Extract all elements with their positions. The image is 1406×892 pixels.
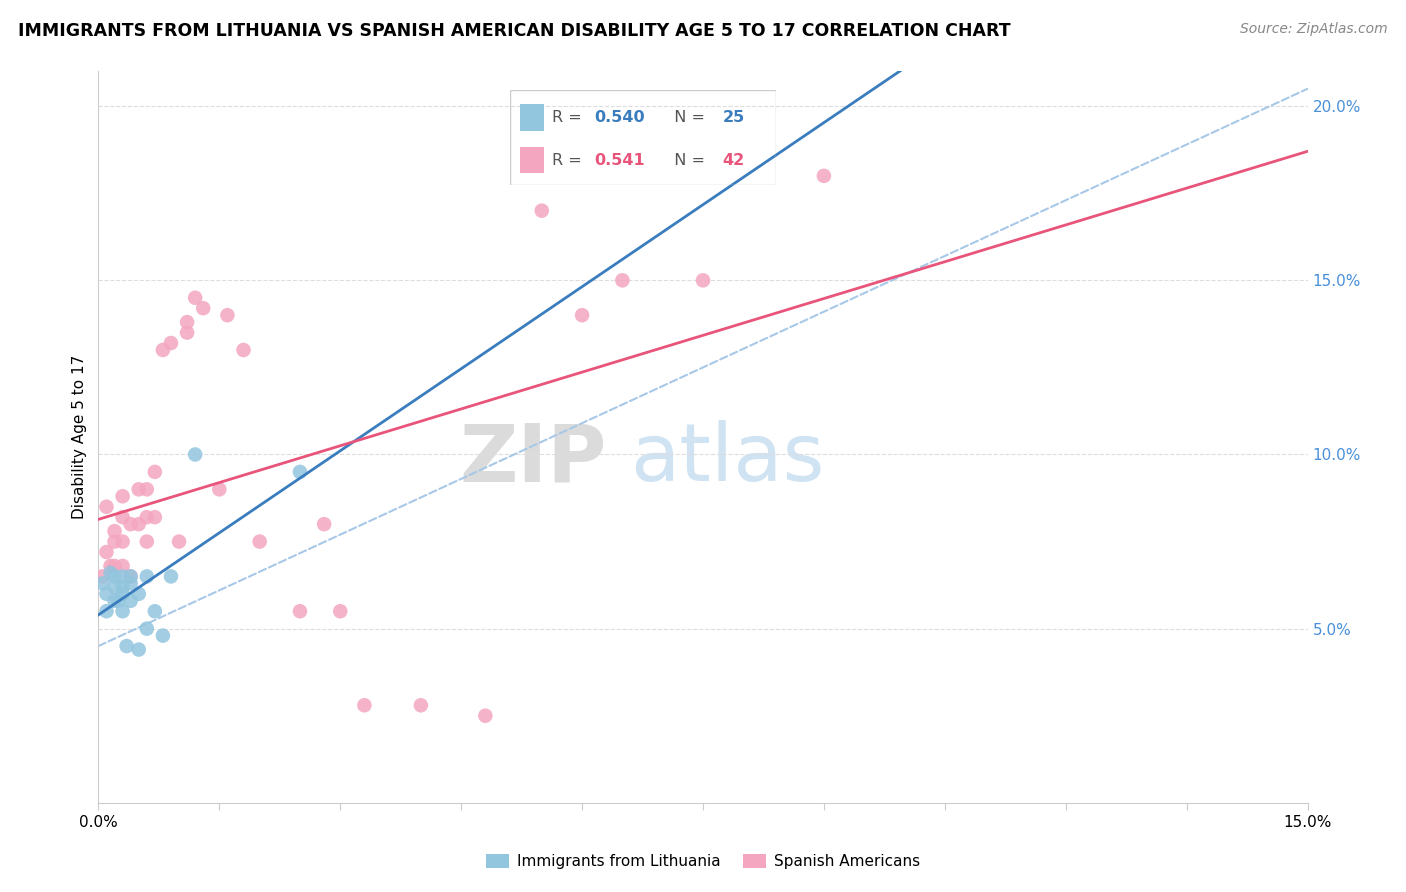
- Legend: Immigrants from Lithuania, Spanish Americans: Immigrants from Lithuania, Spanish Ameri…: [479, 848, 927, 875]
- Point: [474, 708, 496, 723]
- Point: [96, 587, 118, 601]
- Text: ZIP: ZIP: [458, 420, 606, 498]
- Point: [120, 576, 142, 591]
- Point: [96, 604, 118, 618]
- Point: [100, 558, 122, 573]
- Point: [184, 291, 207, 305]
- Point: [91, 576, 114, 591]
- Point: [135, 569, 157, 583]
- Point: [143, 604, 166, 618]
- Point: [135, 622, 157, 636]
- Point: [152, 343, 174, 357]
- Point: [143, 465, 166, 479]
- Point: [143, 510, 166, 524]
- Point: [96, 500, 118, 514]
- Point: [111, 569, 134, 583]
- Point: [128, 642, 150, 657]
- Point: [111, 580, 134, 594]
- Point: [314, 517, 336, 532]
- Point: [193, 301, 215, 316]
- Point: [103, 534, 125, 549]
- Point: [208, 483, 231, 497]
- Text: Source: ZipAtlas.com: Source: ZipAtlas.com: [1240, 22, 1388, 37]
- Point: [103, 558, 125, 573]
- Point: [120, 517, 142, 532]
- Point: [103, 594, 125, 608]
- Point: [813, 169, 835, 183]
- Point: [135, 483, 157, 497]
- Point: [692, 273, 714, 287]
- Point: [120, 569, 142, 583]
- Point: [612, 273, 634, 287]
- Point: [128, 517, 150, 532]
- Point: [353, 698, 375, 713]
- Point: [111, 489, 134, 503]
- Point: [96, 545, 118, 559]
- Point: [128, 587, 150, 601]
- Point: [103, 524, 125, 538]
- Point: [288, 465, 311, 479]
- Point: [111, 534, 134, 549]
- Point: [103, 580, 125, 594]
- Point: [107, 594, 129, 608]
- Point: [176, 326, 198, 340]
- Point: [530, 203, 553, 218]
- Point: [288, 604, 311, 618]
- Point: [128, 483, 150, 497]
- Point: [135, 534, 157, 549]
- Point: [329, 604, 352, 618]
- Point: [176, 315, 198, 329]
- Point: [217, 308, 239, 322]
- Point: [160, 569, 183, 583]
- Point: [111, 558, 134, 573]
- Point: [135, 510, 157, 524]
- Point: [184, 448, 207, 462]
- Point: [152, 629, 174, 643]
- Point: [103, 569, 125, 583]
- Point: [409, 698, 432, 713]
- Point: [571, 308, 593, 322]
- Text: IMMIGRANTS FROM LITHUANIA VS SPANISH AMERICAN DISABILITY AGE 5 TO 17 CORRELATION: IMMIGRANTS FROM LITHUANIA VS SPANISH AME…: [18, 22, 1011, 40]
- Point: [232, 343, 254, 357]
- Point: [111, 604, 134, 618]
- Point: [160, 336, 183, 351]
- Point: [100, 566, 122, 580]
- Point: [111, 510, 134, 524]
- Point: [249, 534, 271, 549]
- Point: [120, 569, 142, 583]
- Point: [115, 639, 138, 653]
- Text: atlas: atlas: [630, 420, 825, 498]
- Point: [167, 534, 190, 549]
- Point: [91, 569, 114, 583]
- Y-axis label: Disability Age 5 to 17: Disability Age 5 to 17: [72, 355, 87, 519]
- Point: [111, 587, 134, 601]
- Point: [120, 594, 142, 608]
